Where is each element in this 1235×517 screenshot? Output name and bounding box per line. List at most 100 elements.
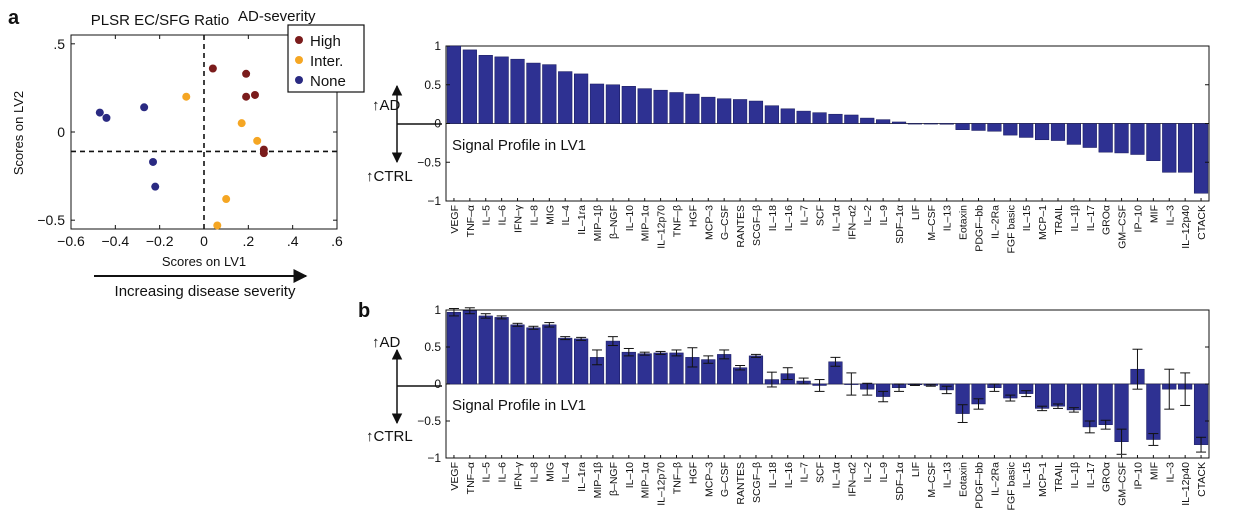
category-label: GROα (1101, 462, 1113, 492)
bar-26 (860, 117, 875, 124)
category-label: MIP–1α (640, 205, 652, 241)
bar-40 (1082, 123, 1097, 148)
bar-41 (1098, 123, 1113, 153)
bar-21 (780, 108, 795, 124)
category-label: G–CSF (719, 462, 731, 497)
scatter-xtick-label: 0 (200, 233, 208, 249)
category-label: MCP–3 (703, 462, 715, 497)
up-ad-label-a: ↑AD (372, 97, 401, 114)
category-label: LIF (910, 462, 922, 477)
category-label: SCGF–β (751, 462, 763, 503)
category-label: IL–8 (528, 462, 540, 483)
category-label: VEGF (449, 205, 461, 234)
bar-24 (828, 113, 843, 124)
category-label: GM–CSF (1117, 462, 1129, 506)
error-bars-b (448, 307, 1207, 455)
category-label: IL–1β (1069, 205, 1081, 231)
category-label: MCP–3 (703, 205, 715, 240)
category-label: TRAIL (1053, 462, 1065, 492)
bar-36 (1019, 123, 1034, 138)
bar-11 (621, 86, 636, 124)
category-label: HGF (687, 462, 699, 484)
bar-44 (1146, 123, 1161, 161)
ytick-label: −1 (427, 194, 441, 208)
category-label: IL–10 (624, 205, 636, 231)
category-label: IL–18 (767, 462, 779, 488)
scatter-ytick-label: .5 (53, 36, 65, 52)
bar-35 (1003, 123, 1018, 136)
scatter-point-inter (222, 195, 231, 204)
bar-chart-b: −1 −0.5 0 0.5 1 VEGF TNF–α IL–5 IL–6 IFN–γ IL–8 MI… (366, 303, 1210, 510)
category-label: IL–1β (1069, 462, 1081, 488)
bar-6 (542, 64, 557, 124)
category-label: CTACK (1196, 462, 1208, 497)
ytick-label: −0.5 (417, 414, 441, 428)
scatter-title: PLSR EC/SFG Ratio (91, 12, 229, 29)
bar-28 (891, 121, 907, 124)
scatter-xtick-label: −0.4 (102, 233, 130, 249)
category-label: VEGF (449, 462, 461, 491)
category-label: IL–7 (799, 205, 811, 226)
category-label: IL–18 (767, 205, 779, 231)
scatter-point-none (102, 113, 111, 122)
bar-25 (844, 114, 859, 124)
category-label: RANTES (735, 205, 747, 248)
ytick-label: 1 (434, 39, 441, 53)
bar-16 (701, 96, 716, 124)
bar-33 (971, 123, 986, 131)
category-label: IP–10 (1132, 462, 1144, 490)
category-label: IL–15 (1021, 205, 1033, 231)
up-ad-label-b: ↑AD (372, 334, 401, 351)
bar-40 (1082, 383, 1097, 428)
bar-3 (494, 317, 509, 385)
scatter-xtick-label: .6 (331, 233, 343, 249)
bar-19 (748, 100, 764, 124)
category-label: TNF–α (465, 462, 477, 494)
ytick-label: 0.5 (424, 340, 441, 354)
category-label: β–NGF (608, 205, 620, 239)
category-label: IL–12p70 (656, 462, 668, 506)
bar-47 (1193, 383, 1209, 445)
bar-1 (462, 49, 477, 124)
category-label: MIG (544, 205, 556, 225)
category-label: MIP–1β (592, 462, 604, 498)
bar-45 (1162, 123, 1177, 173)
scatter-ylabel: Scores on LV2 (11, 91, 26, 175)
category-label: TNF–β (671, 205, 683, 237)
bar-31 (939, 123, 954, 125)
category-label: GM–CSF (1117, 205, 1129, 249)
panel-label-a: a (8, 7, 20, 29)
bar-43 (1130, 123, 1145, 155)
bar-5 (526, 327, 541, 385)
bar-46 (1178, 123, 1193, 173)
scatter-points (95, 64, 268, 230)
category-label: SDF–1α (894, 205, 906, 244)
bar-19 (748, 355, 764, 385)
bar-chart-b-categories: VEGF TNF–α IL–5 IL–6 IFN–γ IL–8 MIG IL–4 IL–1ra M… (449, 455, 1208, 510)
bar-7 (558, 71, 573, 124)
bar-1 (462, 310, 477, 385)
scatter-xtick-label: .2 (242, 233, 254, 249)
category-label: IL–2 (862, 205, 874, 226)
category-label: IL–13 (942, 205, 954, 231)
legend-marker (295, 76, 303, 84)
bar-39 (1066, 383, 1081, 411)
category-label: SDF–1α (894, 462, 906, 501)
bar-2 (478, 315, 493, 385)
bar-41 (1098, 383, 1113, 425)
severity-arrow-label: Increasing disease severity (115, 283, 296, 300)
category-label: SCF (815, 462, 827, 483)
category-label: IL–9 (878, 205, 890, 226)
scatter-plot: PLSR EC/SFG Ratio −0.6 −0.4 −0.2 0.2.4.6−0.… (11, 8, 365, 300)
scatter-point-inter (182, 92, 191, 101)
category-label: IFN–γ (513, 461, 525, 490)
category-label: IL–1α (830, 205, 842, 232)
category-label: HGF (687, 205, 699, 227)
bar-10 (605, 84, 620, 124)
category-label: IL–2Ra (989, 462, 1001, 496)
bar-32 (955, 123, 970, 130)
bar-30 (923, 123, 938, 125)
category-label: IL–1ra (576, 205, 588, 235)
category-label: IL–16 (783, 205, 795, 231)
